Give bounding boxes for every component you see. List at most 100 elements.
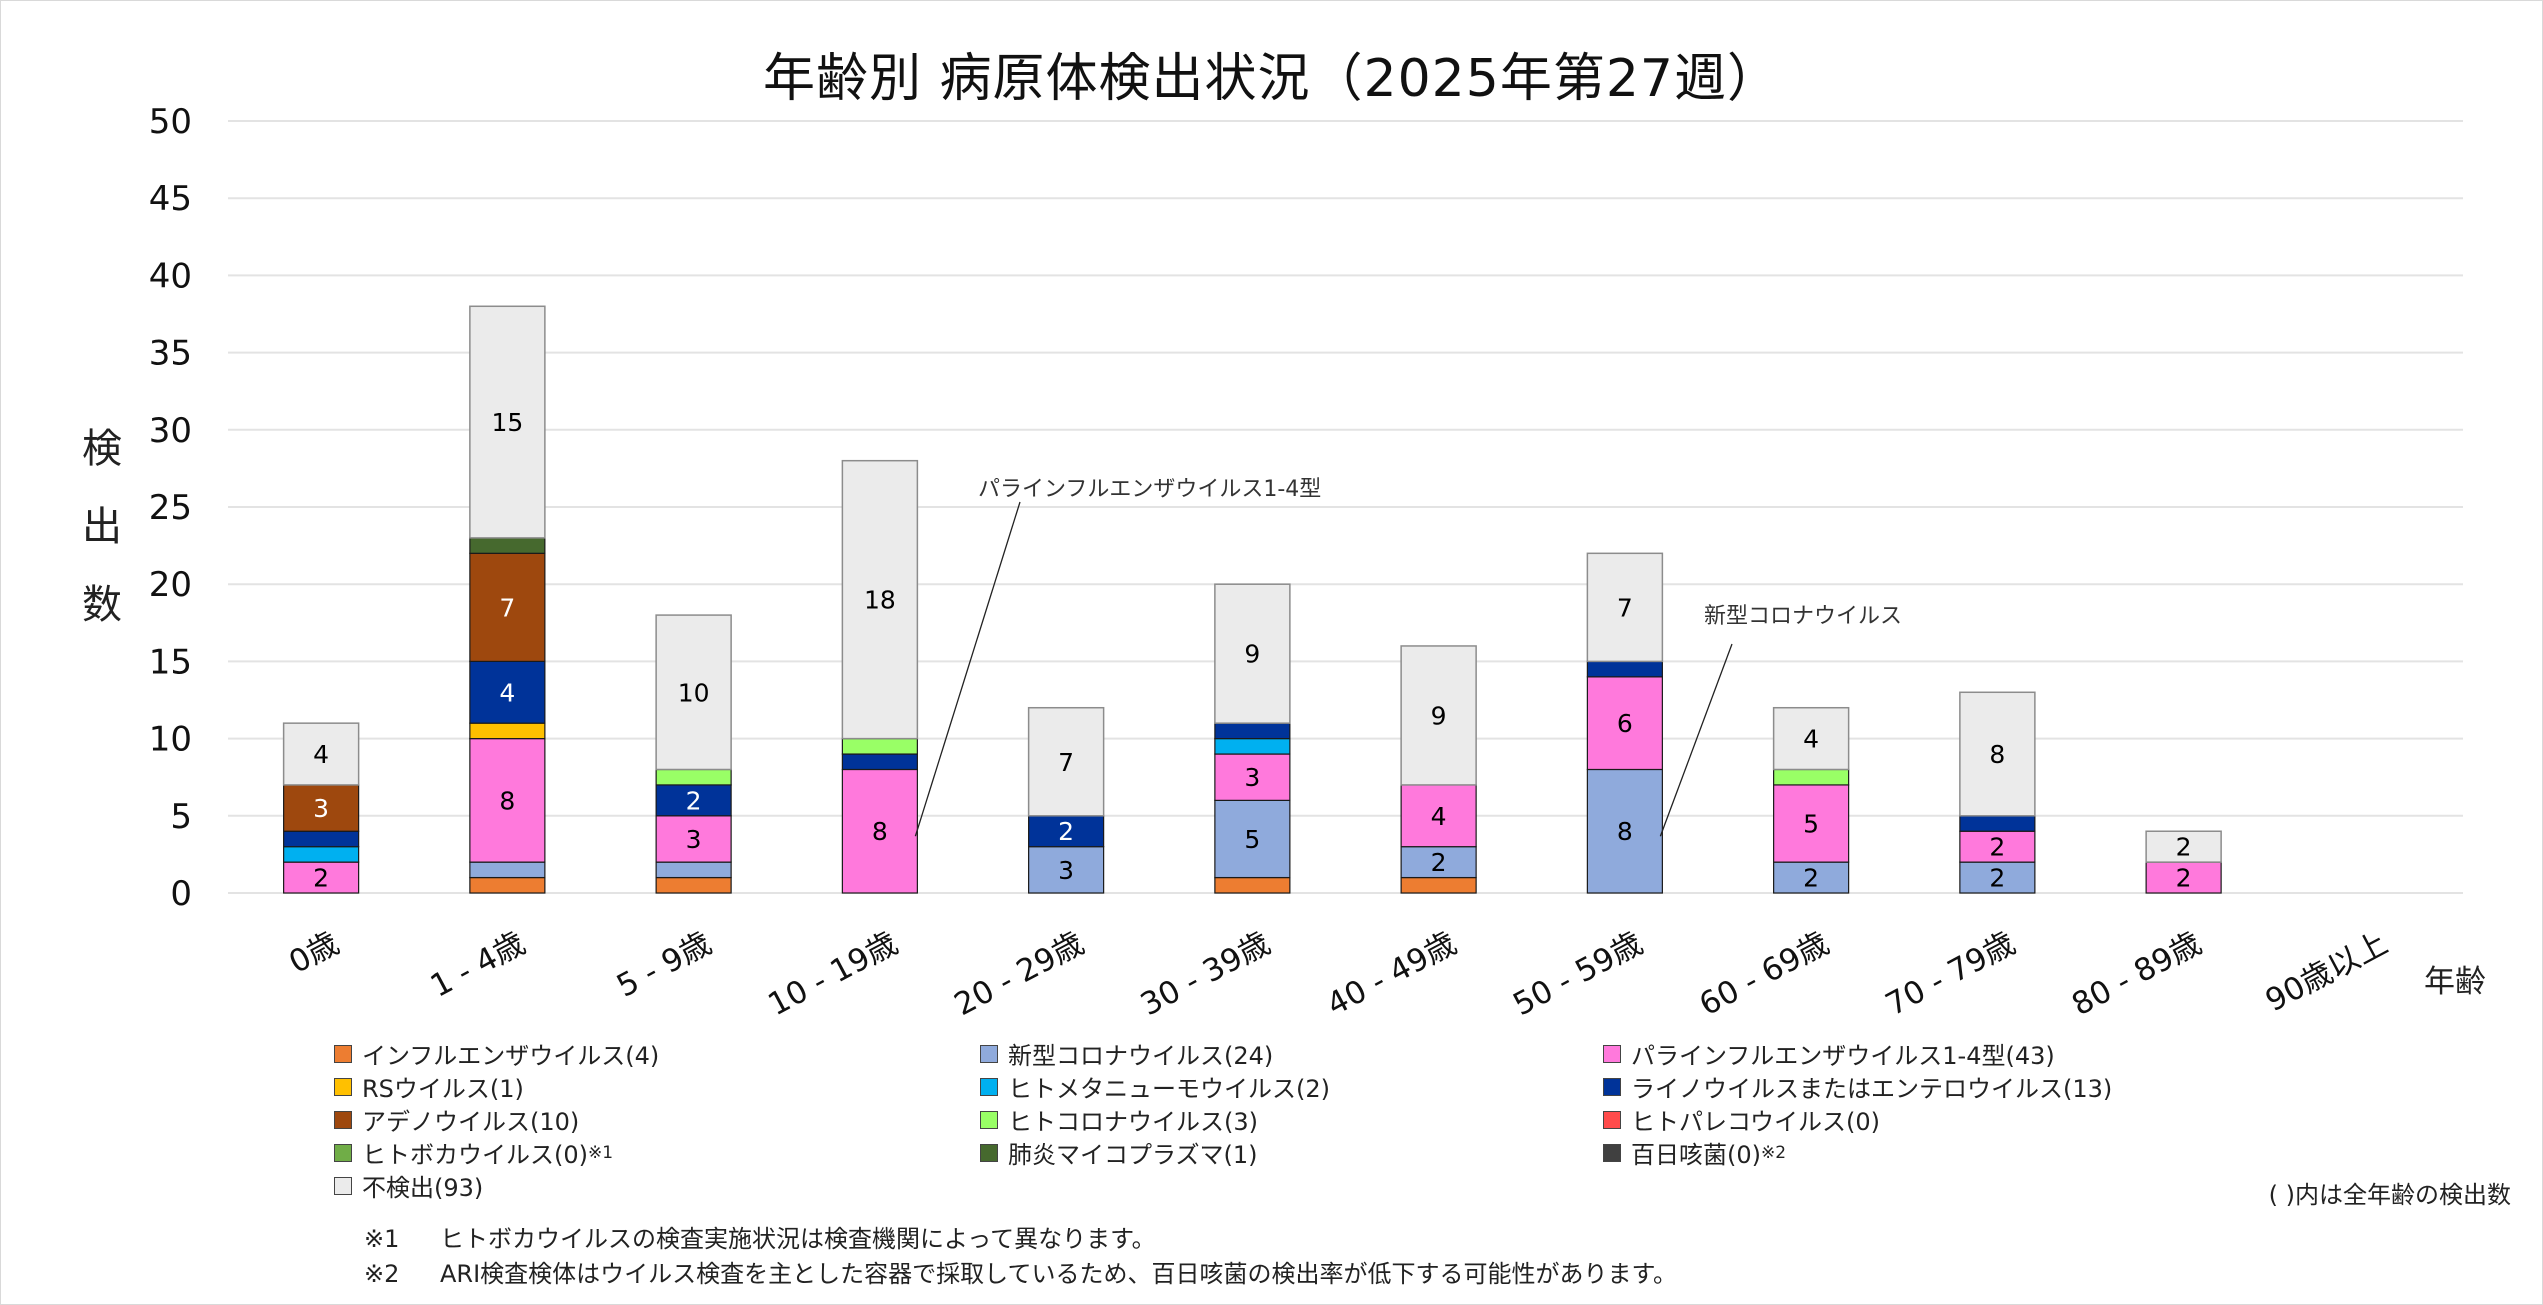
legend-label: 肺炎マイコプラズマ(1) [1008, 1141, 1258, 1169]
bar-stack: 2 4 9 [1400, 645, 1477, 894]
bar-value-label: 8 [499, 786, 515, 815]
bar-segment [841, 753, 918, 771]
bar-value-label: 4 [313, 740, 329, 769]
bar-value-label: 4 [1431, 802, 1447, 831]
y-tick-label: 0 [170, 874, 192, 914]
bar-stack: 5 3 9 [1214, 583, 1291, 894]
bar-value-label: 9 [1244, 640, 1260, 669]
bar-stack: 2 3 4 [282, 722, 360, 894]
bar-segment [469, 737, 546, 863]
legend-item: ヒトパレコウイルス(0) [1603, 1103, 1880, 1136]
legend-swatch [980, 1143, 998, 1162]
bar-segment [1586, 552, 1664, 663]
x-tick-label: 60 - 69歳 [1694, 925, 1835, 1023]
bar-value-label: 5 [1244, 825, 1260, 854]
y-tick-label: 45 [149, 179, 192, 219]
y-axis-ticks: 0 5 10 15 20 25 30 35 40 45 50 [149, 102, 192, 914]
bar-value-label: 4 [499, 678, 515, 707]
bar-segment [1214, 753, 1291, 801]
legend-label: ヒトパレコウイルス(0) [1631, 1108, 1881, 1136]
legend-label: RSウイルス(1) [362, 1075, 524, 1103]
y-axis-label-char: 数 [82, 582, 122, 628]
y-tick-label: 25 [149, 488, 192, 528]
y-tick-label: 40 [149, 256, 192, 296]
bar-segment [283, 830, 360, 848]
legend-label: ヒトメタニューモウイルス(2) [1008, 1075, 1330, 1103]
legend-label: 新型コロナウイルス(24) [1008, 1042, 1274, 1070]
y-axis-label-char: 検 [82, 426, 122, 472]
legend-swatch [1603, 1044, 1621, 1063]
bar-stack: 22 [2145, 830, 2222, 894]
legend-swatch [980, 1077, 998, 1096]
legend-item: ヒトメタニューモウイルス(2) [980, 1070, 1330, 1103]
bar-segment [2145, 830, 2222, 863]
bar-value-label: 8 [1617, 817, 1633, 846]
legend-swatch [334, 1077, 352, 1096]
bar-value-label: 7 [1617, 593, 1633, 622]
bar-segment [1214, 583, 1291, 724]
bar-segment [1959, 691, 2036, 817]
y-tick-label: 5 [170, 797, 192, 837]
legend-label: ヒトコロナウイルス(3) [1008, 1108, 1258, 1136]
legend-label: インフルエンザウイルス(4) [362, 1042, 660, 1070]
bar-segment [655, 861, 732, 879]
legend-item: ヒトボカウイルス(0) ※1 [334, 1136, 613, 1169]
bar-segment [655, 815, 732, 863]
legend-item: ヒトコロナウイルス(3) [980, 1103, 1258, 1136]
bar-value-label: 2 [2176, 833, 2192, 862]
legend-swatch [334, 1143, 352, 1162]
annotation-leader-line [1659, 643, 1733, 837]
bar-value-label: 7 [499, 593, 515, 622]
bar-stack: 8 4 7 15 [469, 305, 546, 894]
bar-value-label: 2 [1058, 817, 1074, 846]
annotation-label: パラインフルエンザウイルス1-4型 [978, 477, 1321, 502]
x-axis-label: 年齢 [2424, 964, 2486, 1000]
legend-label: 不検出(93) [362, 1174, 484, 1202]
legend-swatch [334, 1110, 352, 1129]
bar-segment [841, 768, 918, 894]
bar-value-label: 8 [872, 817, 888, 846]
bar-segment [1959, 815, 2036, 832]
footnote-row: ※1 ヒトボカウイルスの検査実施状況は検査機関によって異なります。 [364, 1222, 1677, 1257]
bar-stack: 22 8 [1959, 691, 2036, 894]
bar-segment [1028, 846, 1105, 894]
bar-segment [469, 660, 546, 724]
legend-item: パラインフルエンザウイルス1-4型(43) [1603, 1037, 2055, 1070]
legend-item: インフルエンザウイルス(4) [334, 1037, 659, 1070]
bar-segment [1027, 706, 1105, 817]
y-tick-label: 30 [149, 411, 192, 451]
legend-label: ライノウイルスまたはエンテロウイルス(13) [1631, 1075, 2113, 1103]
bar-stack: 8 6 7 [1586, 552, 1664, 894]
bar-value-label: 2 [1431, 848, 1447, 877]
x-tick-label: 30 - 39歳 [1135, 925, 1276, 1023]
bar-segment [1772, 706, 1850, 771]
bar-segment [1400, 784, 1477, 848]
bar-segment [1214, 737, 1291, 755]
bar-value-label: 2 [313, 864, 329, 893]
y-axis-label-char: 出 [82, 504, 122, 550]
x-tick-label: 5 - 9歳 [611, 925, 717, 1004]
bar-value-label: 3 [686, 825, 702, 854]
bar-value-label: 9 [1431, 701, 1447, 730]
bar-segment [1400, 876, 1477, 894]
y-axis-label: 検出数 [72, 410, 132, 644]
legend-note-mark: ※1 [588, 1142, 614, 1163]
bar-segment [1400, 846, 1477, 879]
bar-value-label: 7 [1058, 748, 1074, 777]
legend: インフルエンザウイルス(4) 新型コロナウイルス(24) パラインフルエンザウイルス… [334, 1037, 2534, 1207]
bar-value-label: 2 [1803, 864, 1819, 893]
bar-segment [655, 784, 732, 817]
bar-value-label: 2 [2176, 864, 2192, 893]
x-tick-label: 10 - 19歳 [762, 925, 903, 1023]
bar-segment [283, 861, 360, 894]
bar-value-label: 2 [686, 786, 702, 815]
footnote-mark: ※1 [364, 1225, 400, 1253]
chart-title: 年齢別 病原体検出状況（2025年第27週） [762, 49, 1781, 109]
annotation-leader-line [914, 501, 1021, 837]
legend-item: 肺炎マイコプラズマ(1) [980, 1136, 1258, 1169]
bar-value-label: 15 [491, 408, 523, 437]
bar-segment [469, 861, 546, 879]
